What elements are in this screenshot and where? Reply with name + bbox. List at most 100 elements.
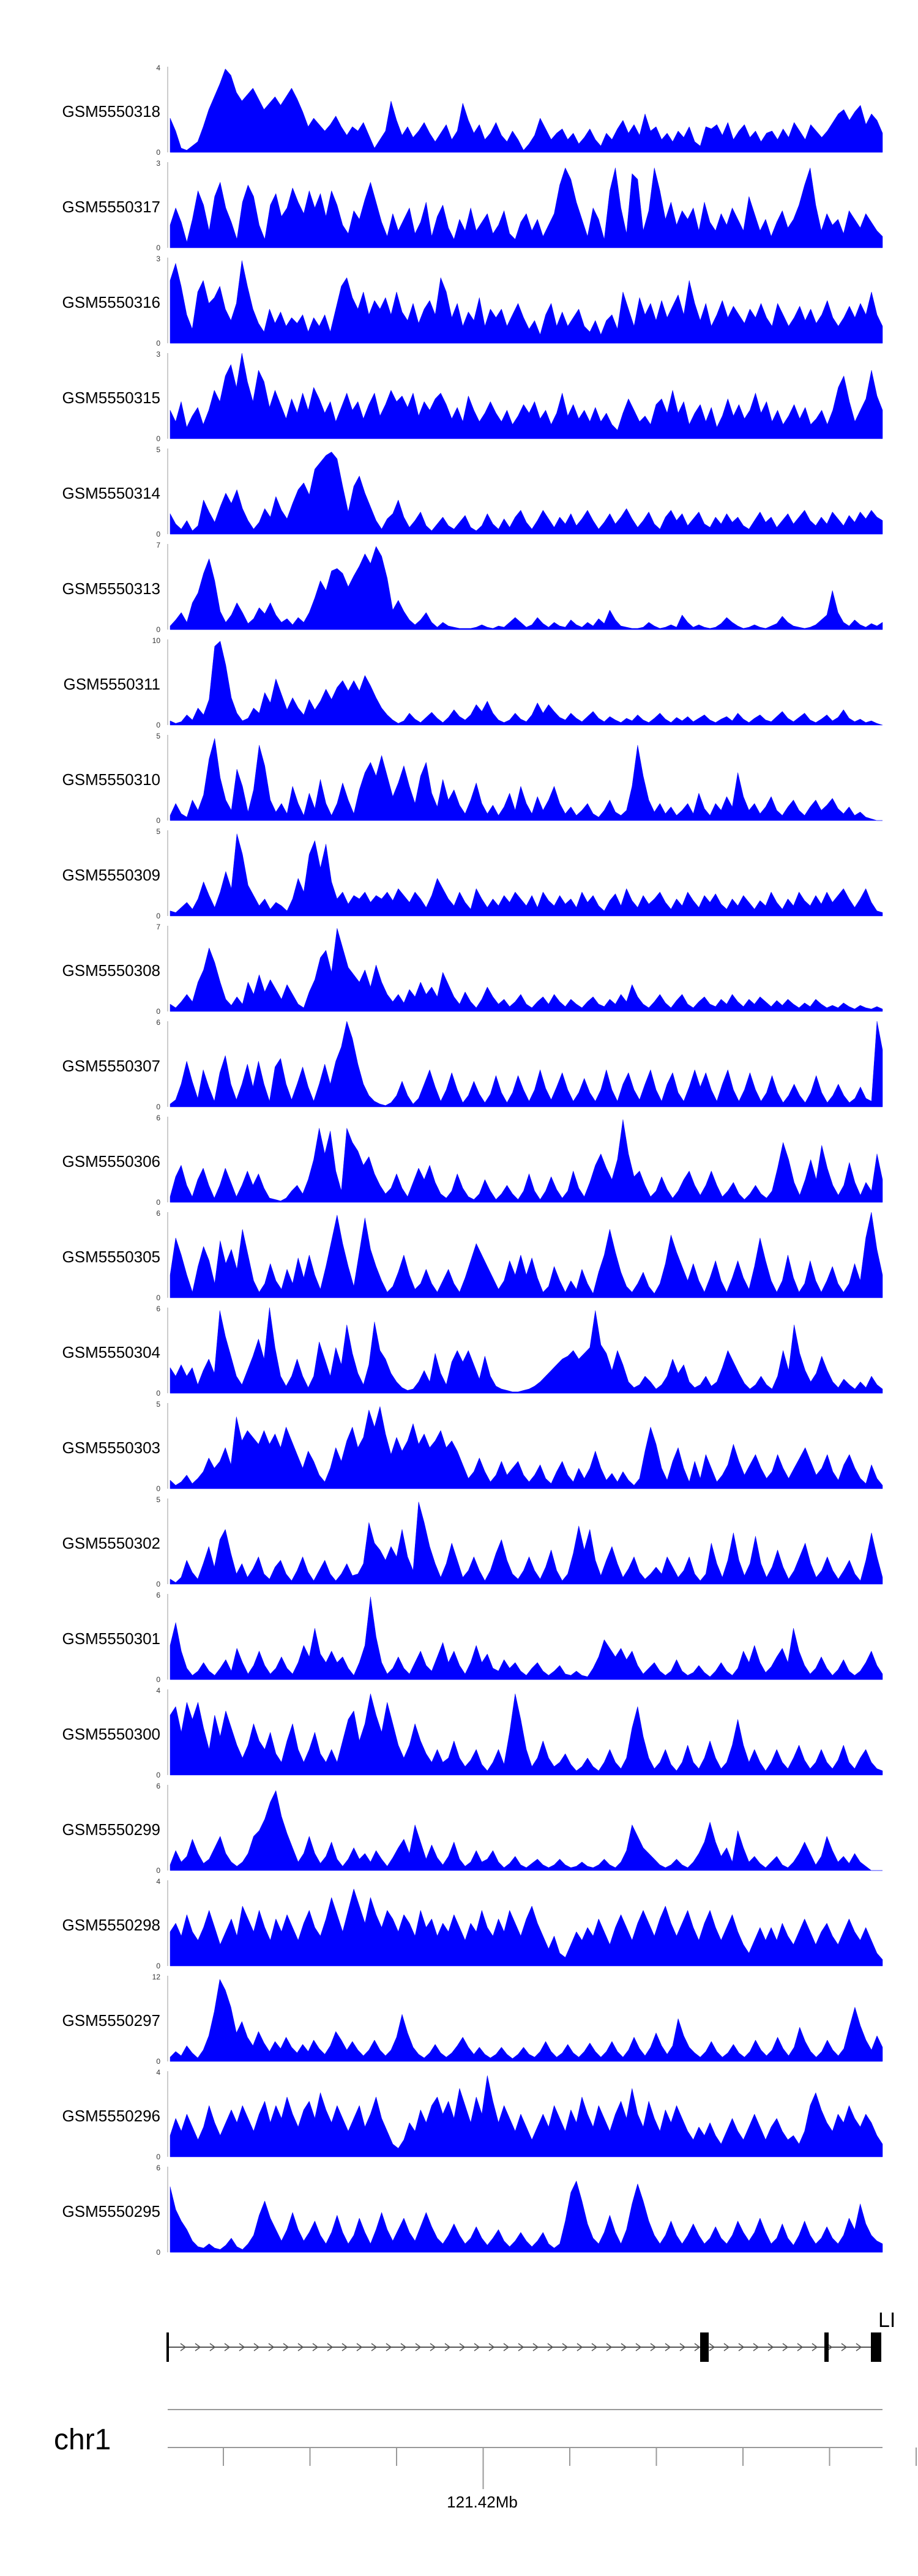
track-ymin-label: 0 [156, 1103, 160, 1111]
track-signal-area [170, 546, 883, 630]
track-ymin-label: 0 [156, 1198, 160, 1207]
track-GSM5550299: GSM5550299 6 0 [62, 1782, 883, 1875]
gene-strand-chevron [386, 2343, 392, 2351]
gene-strand-chevron [562, 2343, 569, 2351]
track-ymin-label: 0 [156, 1675, 160, 1684]
track-name-label: GSM5550318 [62, 102, 160, 121]
track-ymax-label: 7 [156, 541, 160, 549]
track-name-label: GSM5550304 [62, 1343, 160, 1361]
track-name-label: GSM5550297 [62, 2011, 160, 2030]
track-ymin-label: 0 [156, 244, 160, 252]
gene-strand-chevron [679, 2343, 686, 2351]
track-name-label: GSM5550302 [62, 1534, 160, 1552]
track-ymax-label: 4 [156, 1686, 160, 1695]
gene-exon [166, 2332, 169, 2362]
track-signal-area [170, 833, 883, 917]
gene-strand-chevron [606, 2343, 613, 2351]
gene-strand-chevron [577, 2343, 583, 2351]
gene-strand-chevron [180, 2343, 187, 2351]
gene-strand-chevron [444, 2343, 451, 2351]
gene-strand-chevron [459, 2343, 466, 2351]
track-ymin-label: 0 [156, 1962, 160, 1970]
track-signal-area [170, 641, 883, 726]
track-GSM5550296: GSM5550296 4 0 [62, 2068, 883, 2161]
track-GSM5550317: GSM5550317 3 0 [62, 159, 883, 252]
track-ymax-label: 6 [156, 1114, 160, 1122]
track-name-label: GSM5550315 [62, 389, 160, 407]
track-ymin-label: 0 [156, 434, 160, 443]
track-ymax-label: 6 [156, 1018, 160, 1027]
gene-strand-chevron [709, 2343, 715, 2351]
track-GSM5550309: GSM5550309 5 0 [62, 827, 883, 920]
track-name-label: GSM5550308 [62, 961, 160, 980]
track-ymin-label: 0 [156, 2248, 160, 2257]
track-name-label: GSM5550303 [62, 1439, 160, 1457]
gene-strand-chevron [430, 2343, 436, 2351]
track-signal-area [170, 452, 883, 535]
gene-strand-chevron [341, 2343, 348, 2351]
track-ymin-label: 0 [156, 1294, 160, 1302]
track-GSM5550314: GSM5550314 5 0 [62, 445, 883, 538]
track-ymax-label: 4 [156, 2068, 160, 2077]
track-ymax-label: 5 [156, 1495, 160, 1504]
track-ymin-label: 0 [156, 1484, 160, 1493]
track-signal-area [170, 1021, 883, 1107]
gene-strand-chevron [400, 2343, 407, 2351]
track-signal-area [170, 1790, 883, 1871]
gene-strand-chevron [195, 2343, 201, 2351]
gene-strand-chevron [283, 2343, 289, 2351]
track-ymin-label: 0 [156, 912, 160, 920]
track-GSM5550300: GSM5550300 4 0 [62, 1686, 883, 1779]
track-ymax-label: 5 [156, 732, 160, 740]
gene-strand-chevron [415, 2343, 422, 2351]
track-GSM5550307: GSM5550307 6 0 [62, 1018, 883, 1111]
track-name-label: GSM5550298 [62, 1916, 160, 1934]
track-GSM5550301: GSM5550301 6 0 [62, 1591, 883, 1684]
track-GSM5550298: GSM5550298 4 0 [62, 1877, 883, 1970]
track-ymax-label: 6 [156, 1209, 160, 1218]
gene-strand-chevron [665, 2343, 671, 2351]
gene-exon [871, 2332, 881, 2362]
gene-strand-chevron [327, 2343, 334, 2351]
track-GSM5550315: GSM5550315 3 0 [62, 350, 883, 443]
gene-strand-chevron [856, 2343, 862, 2351]
track-ymin-label: 0 [156, 2057, 160, 2066]
gene-strand-chevron [253, 2343, 260, 2351]
track-signal-area [170, 1502, 883, 1585]
track-ymin-label: 0 [156, 339, 160, 348]
gene-strand-chevron [621, 2343, 627, 2351]
axis-tick-label: 121.42Mb [447, 2493, 518, 2511]
track-signal-area [170, 167, 883, 248]
track-ymax-label: 6 [156, 1305, 160, 1313]
track-ymin-label: 0 [156, 1389, 160, 1398]
track-ymax-label: 4 [156, 1877, 160, 1886]
track-ymax-label: 10 [152, 636, 161, 645]
gene-strand-chevron [503, 2343, 510, 2351]
track-signal-area [170, 738, 883, 821]
gene-strand-chevron [841, 2343, 848, 2351]
track-signal-area [170, 1119, 883, 1203]
gene-strand-chevron [782, 2343, 789, 2351]
track-GSM5550313: GSM5550313 7 0 [62, 541, 883, 634]
track-name-label: GSM5550307 [62, 1057, 160, 1075]
track-signal-area [170, 1212, 883, 1298]
track-GSM5550303: GSM5550303 5 0 [62, 1400, 883, 1493]
track-ymin-label: 0 [156, 2153, 160, 2161]
gene-name-label: LI [878, 2309, 895, 2332]
track-ymax-label: 4 [156, 64, 160, 72]
track-signal-area [170, 1307, 883, 1394]
track-name-label: GSM5550299 [62, 1820, 160, 1839]
gene-exon [700, 2332, 709, 2362]
track-signal-area [170, 352, 883, 439]
track-name-label: GSM5550296 [62, 2107, 160, 2125]
gene-strand-chevron [312, 2343, 319, 2351]
gene-strand-chevron [797, 2343, 804, 2351]
track-name-label: GSM5550317 [62, 198, 160, 216]
track-name-label: GSM5550309 [62, 866, 160, 884]
track-ymax-label: 5 [156, 1400, 160, 1409]
track-name-label: GSM5550306 [62, 1152, 160, 1171]
track-signal-area [170, 1693, 883, 1776]
gene-strand-chevron [297, 2343, 304, 2351]
track-ymin-label: 0 [156, 816, 160, 825]
